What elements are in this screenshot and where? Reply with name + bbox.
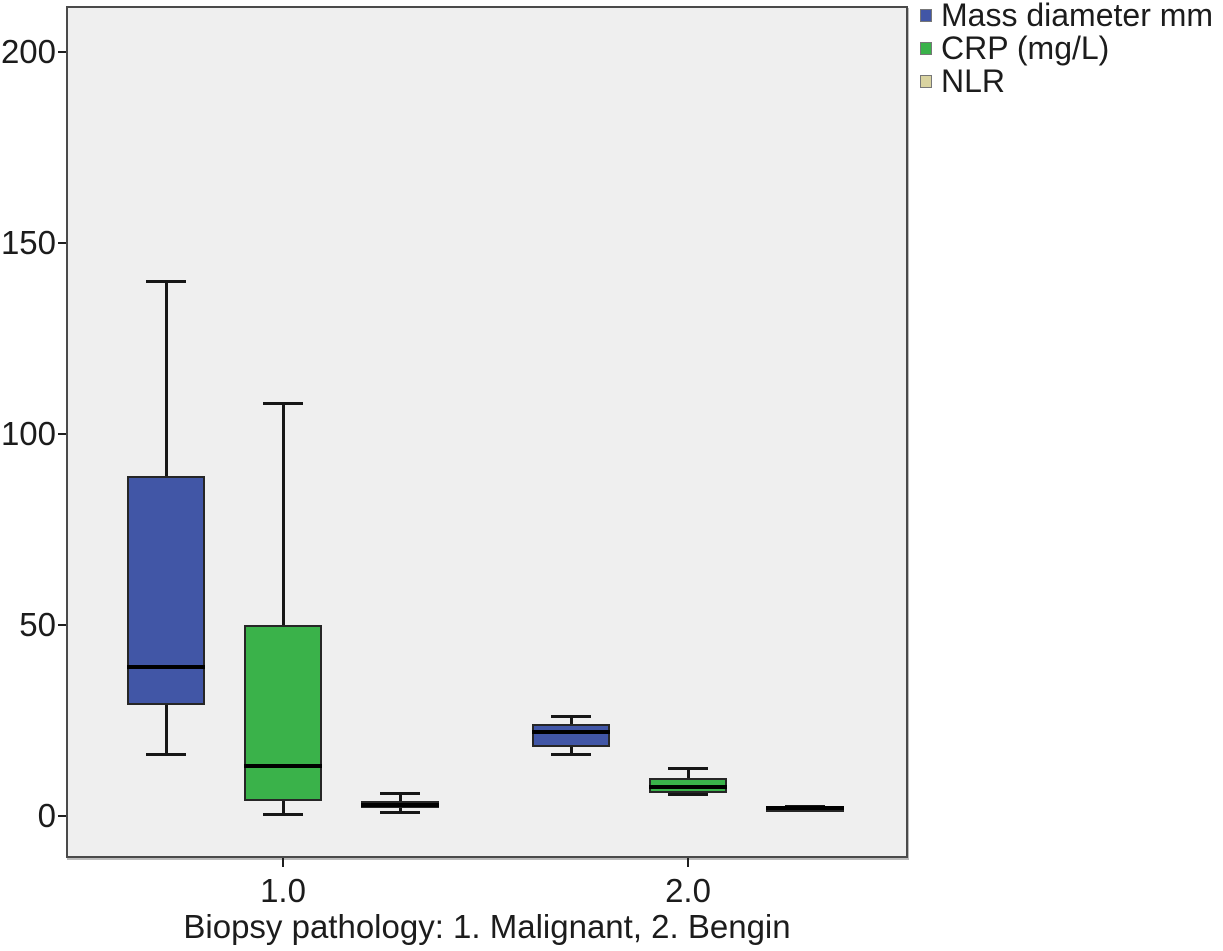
- whisker-line: [165, 705, 168, 755]
- x-tick-label: 1.0: [260, 872, 306, 909]
- whisker-line: [282, 800, 285, 815]
- legend-item: Mass diameter mm: [920, 0, 1214, 33]
- median-line: [244, 764, 322, 769]
- whisker-cap: [668, 793, 708, 797]
- y-tick-label: 200: [0, 32, 56, 70]
- legend: Mass diameter mm CRP (mg/L) NLR: [920, 0, 1214, 99]
- whisker-line: [399, 808, 402, 813]
- whisker-cap: [263, 401, 303, 405]
- y-tick-mark: [58, 623, 66, 626]
- y-tick-label: 150: [0, 223, 56, 261]
- legend-swatch-crp: [920, 42, 932, 55]
- plot-area: [66, 6, 908, 858]
- y-tick-mark: [58, 432, 66, 435]
- x-tick-mark: [282, 858, 284, 867]
- whisker-cap: [668, 766, 708, 770]
- x-tick-label: 2.0: [665, 872, 711, 909]
- x-axis-title: Biopsy pathology: 1. Malignant, 2. Bengi…: [183, 908, 791, 945]
- median-line: [361, 802, 439, 807]
- whisker-line: [570, 747, 573, 755]
- whisker-cap: [551, 715, 591, 719]
- whisker-cap: [263, 812, 303, 816]
- legend-swatch-mass-diameter: [920, 9, 932, 22]
- y-tick-label: 0: [37, 796, 56, 834]
- median-line: [532, 729, 610, 734]
- legend-label-mass-diameter: Mass diameter mm: [941, 0, 1214, 33]
- x-tick-mark: [687, 858, 689, 867]
- whisker-line: [570, 716, 573, 725]
- legend-item: CRP (mg/L): [920, 30, 1213, 66]
- whisker-cap: [146, 753, 186, 757]
- y-tick-mark: [58, 814, 66, 817]
- whisker-cap: [146, 279, 186, 283]
- legend-item: NLR: [920, 63, 1213, 99]
- whisker-line: [399, 793, 402, 801]
- whisker-cap: [380, 810, 420, 814]
- legend-swatch-nlr: [920, 75, 932, 88]
- median-line: [649, 785, 727, 790]
- median-line: [127, 664, 205, 669]
- whisker-cap: [380, 791, 420, 795]
- whisker-line: [687, 768, 690, 778]
- median-line: [766, 806, 844, 811]
- whisker-line: [165, 281, 168, 476]
- box: [244, 624, 322, 801]
- whisker-cap: [551, 753, 591, 757]
- legend-label-nlr: NLR: [941, 63, 1006, 99]
- whisker-line: [282, 403, 285, 625]
- y-tick-label: 100: [0, 414, 56, 452]
- y-tick-mark: [58, 50, 66, 53]
- box: [532, 724, 610, 748]
- legend-label-crp: CRP (mg/L): [941, 30, 1110, 66]
- box: [127, 475, 205, 706]
- y-tick-mark: [58, 241, 66, 244]
- y-tick-label: 50: [19, 605, 56, 643]
